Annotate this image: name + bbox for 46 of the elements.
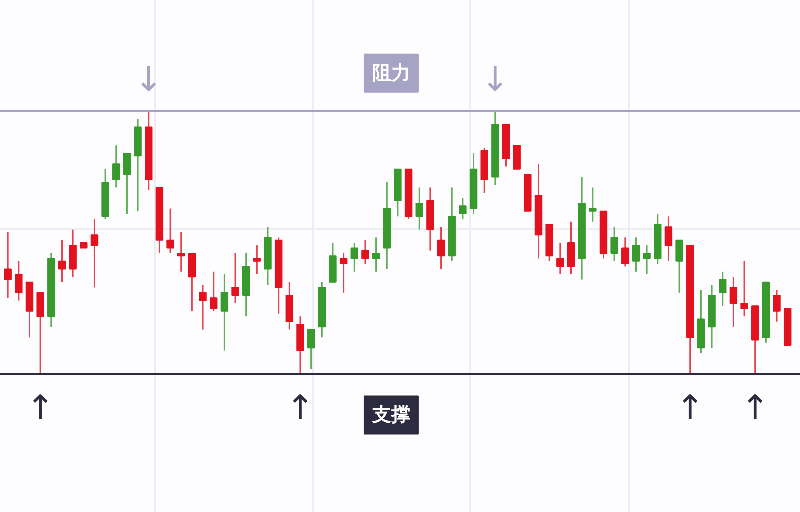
candlestick	[123, 152, 132, 215]
candlestick	[69, 229, 77, 278]
candlestick	[773, 290, 781, 323]
candlestick	[112, 144, 120, 188]
candlestick	[632, 236, 640, 273]
text: ↑	[286, 388, 315, 429]
candlestick	[220, 274, 229, 352]
candlestick	[166, 208, 174, 254]
candlestick	[556, 242, 564, 276]
text: ↑	[741, 388, 770, 429]
annotation: ↓	[134, 60, 164, 100]
candlestick	[567, 221, 576, 276]
candlestick	[622, 236, 630, 268]
candlestick	[719, 271, 727, 307]
candlestick	[307, 328, 316, 370]
candlestick	[643, 244, 651, 276]
ref-line-label: 支撑	[371, 404, 410, 426]
candlestick	[740, 260, 748, 318]
candlestick	[210, 271, 218, 312]
candlestick	[589, 186, 597, 223]
text: ↑	[676, 388, 705, 429]
candlestick	[15, 260, 23, 302]
candlestick	[730, 276, 738, 328]
ref-line-label: 阻力	[372, 62, 410, 84]
candlestick	[253, 244, 262, 276]
candlestick	[340, 252, 348, 294]
text: ↓	[481, 60, 510, 100]
candlestick	[188, 252, 196, 312]
candlestick	[58, 240, 66, 284]
candlestick	[199, 284, 207, 330]
candlestick	[232, 252, 240, 304]
candlestick	[459, 198, 467, 220]
candlestick	[36, 292, 44, 376]
candlestick	[90, 218, 99, 288]
candlestick	[178, 232, 186, 273]
candlestick	[513, 145, 521, 170]
candlestick	[372, 236, 380, 273]
candlestick	[362, 240, 370, 265]
candlestick	[350, 242, 358, 273]
candlestick	[610, 226, 618, 262]
candlestick	[416, 186, 424, 231]
candlestick	[676, 240, 684, 294]
candlestick	[4, 232, 12, 299]
candlestick	[664, 216, 673, 262]
annotation: ↑	[26, 388, 55, 429]
candlestick	[437, 226, 446, 270]
